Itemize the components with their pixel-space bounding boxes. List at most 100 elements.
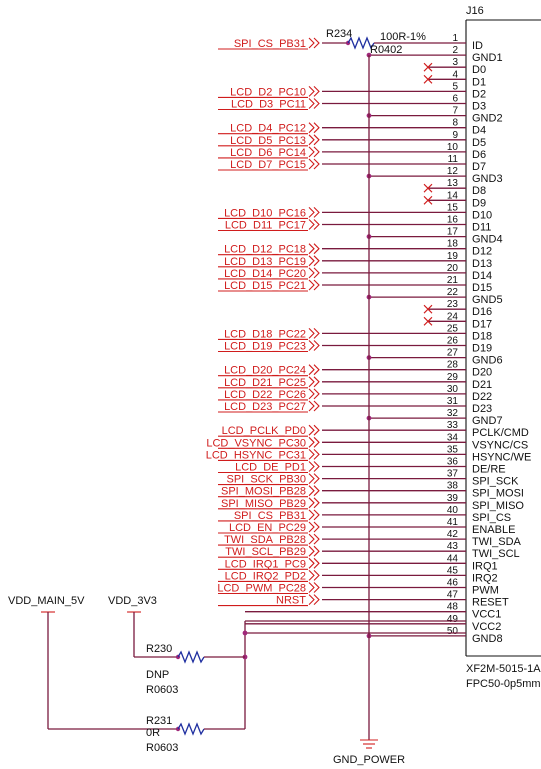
pin-name: PWM [472, 585, 499, 597]
net-name: LCD_EN_PC29 [229, 522, 306, 534]
pin-number: 4 [452, 69, 458, 80]
pin-number: 33 [447, 420, 459, 431]
net-label-42: TWI_SDA_PB28 [218, 533, 320, 546]
net-chevron-icon [313, 267, 320, 279]
pin-number: 45 [447, 565, 459, 576]
net-name: LCD_D19_PC23 [224, 341, 306, 353]
net-chevron-icon [308, 400, 315, 412]
net-chevron-icon [313, 122, 320, 134]
pin-name: SPI_MOSI [472, 488, 524, 500]
pin-name: ENABLE [472, 524, 515, 536]
pin-name: D9 [472, 197, 486, 209]
pin-number: 38 [447, 481, 459, 492]
net-chevron-icon [313, 134, 320, 146]
pin-name: D6 [472, 149, 486, 161]
net-name: SPI_SCK_PB30 [227, 474, 307, 486]
pin-name: GND2 [472, 113, 503, 125]
net-label-18: LCD_D12_PC18 [218, 243, 320, 256]
pin-number: 46 [447, 578, 459, 589]
pin-number: 34 [447, 432, 459, 443]
pin-row-17: 17 GND4 [366, 227, 503, 246]
net-chevron-icon [313, 533, 320, 545]
pin-row-45: 45 IRQ2 [322, 565, 498, 584]
net-chevron-icon [308, 557, 315, 569]
net-name: LCD_D21_PC25 [224, 377, 306, 389]
pin-number: 6 [452, 94, 458, 105]
pin-row-1: 1 ID [452, 33, 483, 52]
pin-row-42: 42 TWI_SDA [322, 529, 522, 548]
pin-row-32: 32 GND7 [366, 408, 503, 427]
pin-row-37: 37 SPI_SCK [322, 469, 519, 488]
pin-number: 7 [452, 106, 458, 117]
r231-value: 0R [146, 727, 160, 739]
pin-number: 35 [447, 444, 459, 455]
net-label-9: LCD_D5_PC13 [218, 134, 320, 147]
net-label-33: LCD_PCLK_PD0 [218, 424, 320, 437]
pin-row-20: 20 D14 [322, 263, 492, 282]
pin-name: D4 [472, 125, 486, 137]
connector-package: FPC50-0p5mm [466, 678, 541, 690]
net-chevron-icon [308, 594, 315, 605]
pin-row-5: 5 D2 [322, 81, 486, 100]
r231-ref: R231 [146, 715, 172, 727]
net-name: SPI_MISO_PB29 [221, 498, 306, 510]
pin-row-46: 46 PWM [322, 578, 499, 597]
pin-number: 19 [447, 251, 459, 262]
net-label-1: SPI_CS_PB31 [218, 37, 320, 50]
pin-name: TWI_SCL [472, 548, 520, 560]
pin-name: D20 [472, 367, 492, 379]
r234-ref: R234 [326, 28, 352, 40]
pin-name: PCLK/CMD [472, 427, 529, 439]
pin-row-8: 8 D4 [322, 118, 486, 137]
net-label-10: LCD_D6_PC14 [218, 146, 320, 159]
net-chevron-icon [308, 219, 315, 230]
net-chevron-icon [308, 509, 315, 521]
net-label-15: LCD_D10_PC16 [218, 207, 320, 219]
r234-resistor [322, 36, 466, 50]
pin-number: 31 [447, 396, 459, 407]
pin-number: 21 [447, 275, 459, 286]
pin-name: GND5 [472, 294, 503, 306]
pin-number: 49 [447, 614, 459, 625]
pin-name: D23 [472, 403, 492, 415]
net-name: LCD_DE_PD1 [235, 462, 306, 474]
net-chevron-icon [313, 146, 320, 158]
pin-name: RESET [472, 597, 509, 609]
net-chevron-icon [308, 473, 315, 484]
pin-row-9: 9 D5 [322, 130, 486, 149]
net-chevron-icon [313, 340, 320, 351]
pin-row-7: 7 GND2 [366, 106, 503, 125]
pin-row-4: 4 D1 [423, 69, 486, 88]
supply-junction [242, 630, 248, 636]
net-chevron-icon [308, 449, 315, 460]
pin-row-19: 19 D13 [322, 251, 492, 270]
r231-package: R0603 [146, 742, 178, 754]
r230-value: DNP [146, 669, 169, 681]
pin-number: 1 [452, 33, 458, 44]
net-chevron-icon [313, 497, 320, 509]
net-label-44: LCD_IRQ1_PC9 [218, 557, 320, 570]
net-name: LCD_D23_PC27 [224, 401, 306, 413]
net-chevron-icon [308, 86, 315, 97]
pin-row-3: 3 D0 [423, 57, 486, 76]
net-chevron-icon [308, 376, 315, 388]
pin-row-28: 28 D20 [322, 360, 492, 379]
pin-number: 32 [447, 408, 459, 419]
net-chevron-icon [308, 134, 315, 146]
pin-number: 36 [447, 457, 459, 468]
net-chevron-icon [308, 570, 315, 581]
net-chevron-icon [308, 207, 315, 218]
pin-number: 10 [447, 142, 459, 153]
pin-number: 23 [447, 299, 459, 310]
net-label-25: LCD_D18_PC22 [218, 328, 320, 340]
pin-number: 43 [447, 541, 459, 552]
pin-name: SPI_MISO [472, 500, 524, 512]
pin-row-29: 29 D21 [322, 372, 492, 391]
pin-name: D1 [472, 76, 486, 88]
net-chevron-icon [313, 473, 320, 484]
net-label-6: LCD_D3_PC11 [218, 98, 320, 111]
net-chevron-icon [313, 570, 320, 581]
pin-name: VSYNC/CS [472, 439, 528, 451]
net-label-28: LCD_D20_PC24 [218, 364, 320, 377]
pin-number: 9 [452, 130, 458, 141]
